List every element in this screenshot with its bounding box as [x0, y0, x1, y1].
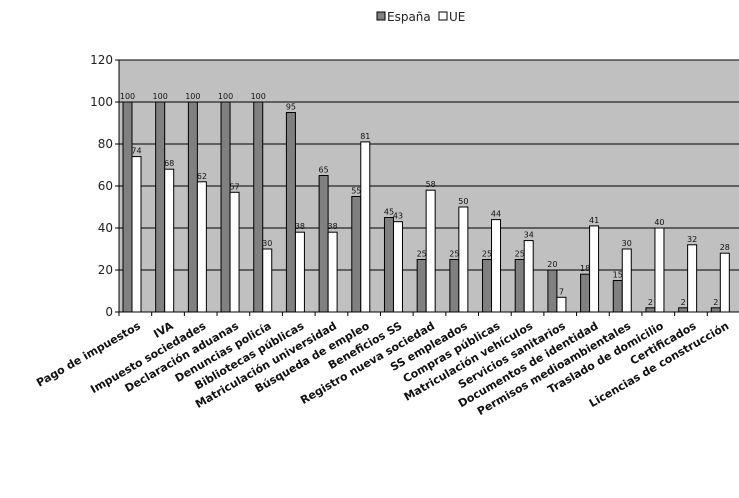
data-label: 100: [251, 92, 266, 101]
data-label: 2: [713, 298, 718, 307]
bar-ue: [360, 141, 371, 313]
data-label: 30: [622, 239, 632, 248]
bar-ue: [654, 227, 665, 313]
legend-label-ue: UE: [449, 10, 465, 24]
data-label: 100: [120, 92, 135, 101]
y-tick-label: 20: [98, 263, 113, 277]
data-label: 68: [164, 159, 174, 168]
data-label: 100: [185, 92, 200, 101]
data-label: 7: [559, 287, 564, 296]
bar-espana: [449, 259, 460, 313]
data-label: 50: [458, 197, 468, 206]
bar-ue: [164, 168, 175, 313]
legend: España UE: [376, 10, 465, 24]
bar-ue: [719, 252, 730, 313]
bar-espana: [155, 101, 166, 313]
bar-ue: [131, 156, 142, 313]
data-label: 43: [393, 212, 403, 221]
y-tick-label: 100: [90, 95, 113, 109]
bar-ue: [294, 231, 305, 313]
bar-espana: [710, 307, 721, 313]
bar-espana: [416, 259, 427, 313]
data-labels: 1007410068100621005710030953865385581454…: [120, 92, 730, 307]
bar-ue: [491, 219, 502, 313]
data-label: 18: [580, 264, 590, 273]
data-label: 45: [384, 208, 394, 217]
data-label: 32: [687, 235, 697, 244]
data-label: 25: [449, 250, 459, 259]
data-label: 74: [131, 147, 141, 156]
bar-ue: [556, 296, 567, 313]
data-label: 25: [417, 250, 427, 259]
y-tick-label: 60: [98, 179, 113, 193]
data-label: 34: [524, 231, 534, 240]
data-label: 40: [654, 218, 664, 227]
y-tick-label: 80: [98, 137, 113, 151]
data-label: 95: [286, 103, 296, 112]
bar-espana: [383, 217, 394, 313]
data-label: 58: [426, 180, 436, 189]
bar-espana: [187, 101, 198, 313]
bar-espana: [580, 273, 591, 313]
data-label: 62: [197, 172, 207, 181]
legend-label-espana: España: [387, 10, 431, 24]
y-axis: 0 20 40 60 80 100 120: [90, 53, 120, 319]
bar-espana: [285, 112, 296, 313]
legend-swatch-ue: [438, 11, 448, 21]
data-label: 15: [613, 271, 623, 280]
bar-espana: [351, 196, 362, 313]
data-label: 28: [720, 243, 730, 252]
bar-ue: [392, 221, 403, 313]
y-tick-label: 120: [90, 53, 113, 67]
data-label: 2: [681, 298, 686, 307]
data-label: 30: [262, 239, 272, 248]
data-label: 55: [351, 187, 361, 196]
bar-espana: [547, 269, 558, 313]
data-label: 100: [218, 92, 233, 101]
bar-espana: [220, 101, 231, 313]
bar-espana: [253, 101, 264, 313]
bar-ue: [589, 225, 600, 313]
bar-ue: [458, 206, 469, 313]
data-label: 25: [482, 250, 492, 259]
bar-ue: [523, 240, 534, 313]
bar-espana: [122, 101, 133, 313]
y-tick-label: 0: [105, 305, 113, 319]
data-label: 2: [648, 298, 653, 307]
bar-ue: [196, 181, 207, 313]
data-label: 41: [589, 216, 599, 225]
data-label: 38: [295, 222, 305, 231]
y-tick-label: 40: [98, 221, 113, 235]
data-label: 25: [515, 250, 525, 259]
bar-ue: [327, 231, 338, 313]
bar-ue: [262, 248, 273, 313]
bar-espana: [678, 307, 689, 313]
bar-espana: [482, 259, 493, 313]
legend-swatch-espana: [376, 11, 386, 21]
bar-espana: [514, 259, 525, 313]
x-tick-label: Pago de impuestos: [34, 319, 143, 389]
bar-ue: [621, 248, 632, 313]
bar-espana: [612, 280, 623, 313]
bar-ue: [687, 244, 698, 313]
bar-ue: [229, 191, 240, 313]
bar-espana: [318, 175, 329, 313]
data-label: 57: [229, 182, 239, 191]
data-label: 100: [153, 92, 168, 101]
data-label: 38: [328, 222, 338, 231]
data-label: 20: [547, 260, 557, 269]
bar-ue: [425, 189, 436, 313]
bar-espana: [645, 307, 656, 313]
data-label: 65: [319, 166, 329, 175]
data-label: 44: [491, 210, 501, 219]
data-label: 81: [360, 132, 370, 141]
